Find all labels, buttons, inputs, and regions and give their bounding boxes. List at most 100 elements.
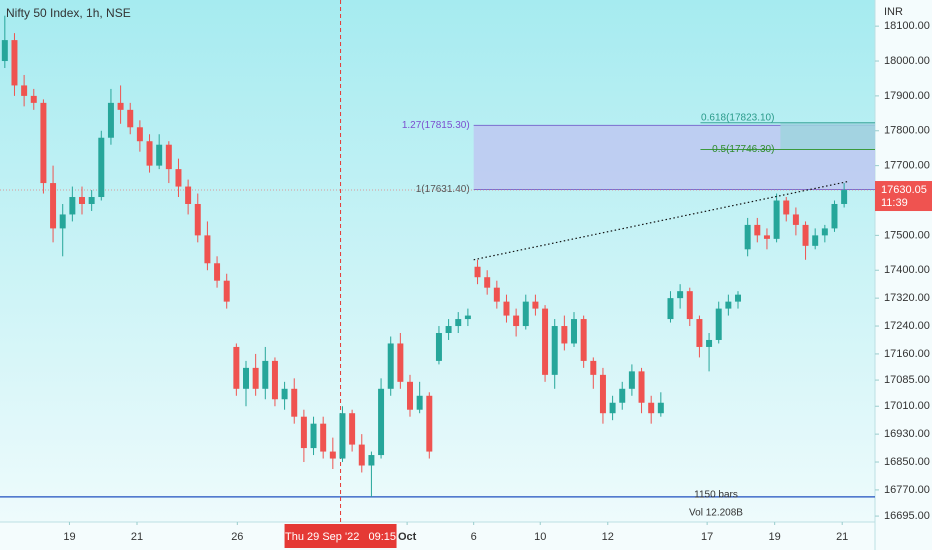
x-tick-label: 10 (534, 531, 546, 543)
candle-body (551, 326, 558, 375)
x-tick-label: 19 (769, 531, 781, 543)
candle-body (378, 388, 385, 456)
candle-body (69, 197, 76, 215)
candle-body (792, 214, 799, 225)
plot-background (0, 0, 875, 522)
candle-body (50, 183, 57, 229)
crosshair-label: Thu 29 Sep '22 09:15 (285, 531, 396, 543)
candle-body (407, 381, 413, 410)
candle-body (339, 413, 346, 459)
candle-body (445, 326, 452, 334)
candle-body (706, 339, 713, 347)
candle-body (686, 291, 693, 320)
currency: INR (884, 6, 903, 18)
candle-body (503, 301, 510, 316)
candle-body (696, 319, 703, 347)
candle-body (648, 402, 655, 414)
candle-body (223, 280, 230, 302)
volume-label: Vol 12.208B (689, 508, 743, 519)
candle-body (175, 169, 182, 187)
y-tick-label: 16770.00 (884, 484, 930, 496)
candle-body (387, 343, 394, 389)
y-tick-label: 18000.00 (884, 55, 930, 67)
candle-body (744, 224, 751, 250)
candle-body (30, 95, 37, 103)
x-tick-label: Oct (398, 531, 417, 543)
chart-title: Nifty 50 Index, 1h, NSE (6, 6, 131, 20)
candle-body (677, 291, 684, 299)
candle-body (107, 102, 114, 138)
y-tick-label: 17800.00 (884, 125, 930, 137)
candle-body (59, 214, 66, 229)
fib-label: 0.618(17823.10) (701, 112, 774, 123)
y-tick-label: 17700.00 (884, 160, 930, 172)
candle-body (802, 224, 809, 246)
candle-body (117, 102, 124, 110)
candle-body (397, 343, 404, 382)
price-axis (875, 0, 932, 550)
candle-body (821, 228, 828, 236)
y-tick-label: 16695.00 (884, 510, 930, 522)
candle-body (329, 451, 336, 459)
candle-body (88, 197, 95, 204)
y-tick-label: 17400.00 (884, 264, 930, 276)
x-tick-label: 17 (701, 531, 713, 543)
candle-body (98, 137, 105, 198)
candle-body (156, 144, 163, 166)
candle-body (609, 402, 616, 414)
candle-body (484, 277, 491, 288)
candle-body (464, 315, 471, 320)
candle-body (571, 319, 577, 344)
candle-body (127, 109, 134, 128)
countdown: 11:39 (881, 197, 908, 209)
x-tick-label: 12 (602, 531, 614, 543)
candle-body (79, 197, 85, 204)
x-tick-label: 21 (131, 531, 143, 543)
fib-label: 1.27(17815.30) (402, 120, 470, 131)
x-tick-label: 19 (63, 531, 75, 543)
candle-body (831, 203, 838, 229)
price-tag-label: 17630.05 (881, 184, 927, 196)
candle-body (271, 360, 278, 400)
candle-body (513, 315, 520, 327)
candle-body (233, 346, 240, 389)
candle-body (522, 301, 529, 327)
candle-body (542, 308, 549, 375)
bars-label: 1150 bars (694, 490, 738, 501)
candle-body (474, 266, 481, 278)
candle-body (368, 455, 375, 466)
candle-body (580, 319, 587, 361)
fib-label: 1(17631.40) (416, 184, 470, 195)
candle-body (320, 423, 327, 452)
candle-body (185, 186, 192, 204)
candle-body (146, 141, 153, 166)
candle-body (40, 102, 47, 184)
candle-body (243, 367, 249, 389)
x-tick-label: 6 (471, 531, 477, 543)
candle-body (754, 224, 761, 236)
candle-body (310, 423, 317, 449)
candle-body (657, 402, 664, 414)
candle-body (667, 298, 674, 320)
candle-body (783, 200, 790, 215)
candle-body (455, 319, 462, 327)
y-tick-label: 17010.00 (884, 400, 930, 412)
candle-body (763, 235, 770, 239)
crosshair-label-bg (284, 524, 397, 548)
candle-body (841, 190, 848, 204)
candle-body (281, 388, 288, 400)
candle-body (291, 388, 298, 417)
candle-body (773, 200, 780, 239)
candle-body (194, 203, 201, 236)
candle-body (493, 287, 500, 302)
candle-body (812, 235, 819, 246)
candle-body (358, 444, 365, 466)
candle-body (735, 294, 742, 302)
fib-zone (780, 122, 875, 150)
candle-body (349, 413, 356, 445)
candle-body (590, 360, 597, 375)
candle-body (214, 263, 221, 281)
y-tick-label: 16930.00 (884, 428, 930, 440)
candle-body (715, 308, 722, 340)
